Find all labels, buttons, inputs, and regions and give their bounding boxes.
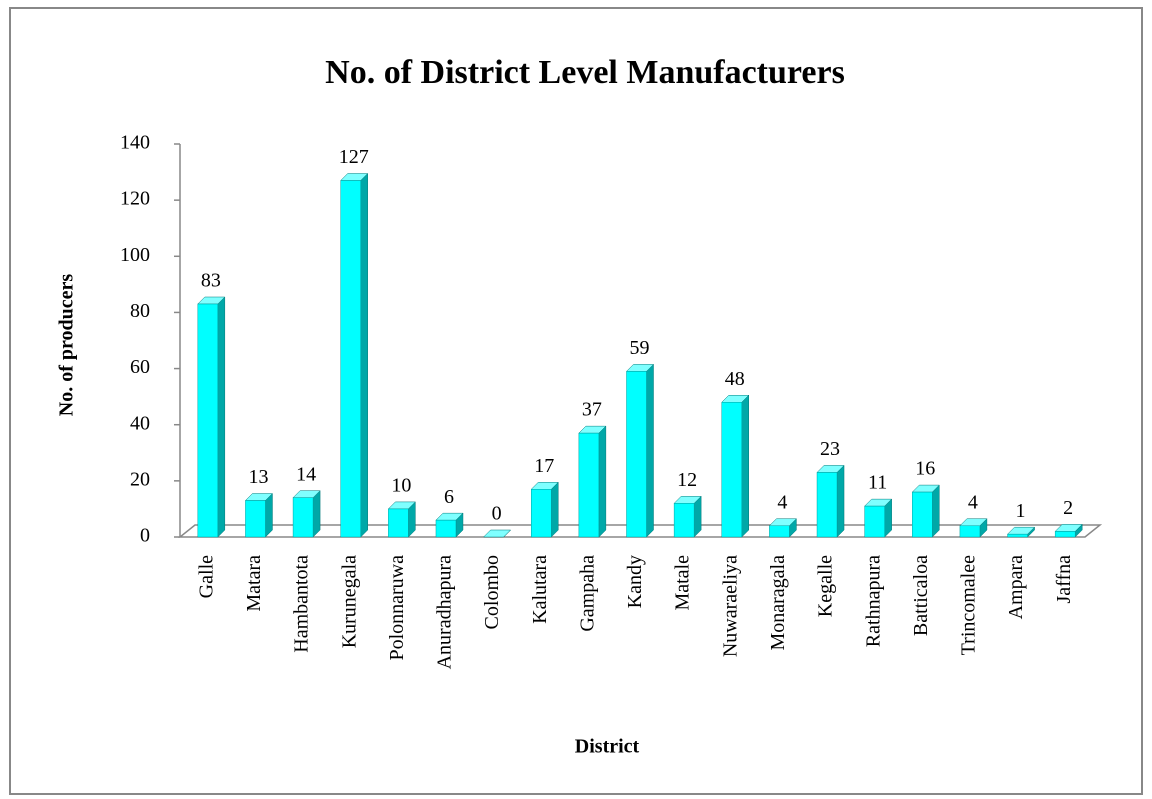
bar-front <box>769 525 790 538</box>
x-tick-label: Rathnapura <box>862 555 884 647</box>
bar-front <box>245 500 266 538</box>
data-label: 59 <box>630 337 650 359</box>
data-label: 14 <box>296 463 316 485</box>
x-tick-label: Hambantota <box>291 555 313 653</box>
x-tick-label: Kandy <box>624 555 646 608</box>
y-tick-label: 20 <box>130 468 150 490</box>
data-label: 23 <box>820 438 840 460</box>
y-tick-label: 100 <box>120 244 150 266</box>
bar <box>864 498 893 538</box>
bar-front <box>340 180 361 538</box>
y-tick-label: 60 <box>130 356 150 378</box>
bar-side <box>550 481 559 538</box>
bar-front <box>673 503 695 538</box>
bar <box>197 296 226 538</box>
data-label: 6 <box>444 486 454 508</box>
data-label: 1 <box>1016 500 1026 522</box>
x-tick-label: Kegalle <box>815 555 837 617</box>
x-tick-label: Monaragala <box>767 555 789 651</box>
x-tick-label: Nuwaraeliya <box>719 555 741 657</box>
bar-side <box>598 425 607 538</box>
bar <box>578 425 607 538</box>
x-tick-label: Galle <box>195 555 217 598</box>
bar-front <box>816 472 838 538</box>
x-tick-label: Gampaha <box>576 555 598 632</box>
bar-front <box>912 491 933 538</box>
bar-front <box>388 508 409 538</box>
bar <box>721 394 750 538</box>
data-label: 11 <box>868 472 887 494</box>
bar <box>387 501 416 538</box>
x-tick-label: Ampara <box>1005 555 1027 620</box>
x-tick-label: Anuradhapura <box>434 555 456 670</box>
chart-title: No. of District Level Manufacturers <box>325 54 845 91</box>
data-label: 4 <box>968 491 978 513</box>
bar <box>768 518 797 538</box>
y-tick-label: 120 <box>120 188 150 210</box>
bar-front <box>292 497 314 538</box>
y-tick-label: 80 <box>130 300 150 322</box>
x-tick-label: Trincomalee <box>958 555 980 655</box>
bar <box>673 495 702 538</box>
bar <box>292 490 321 538</box>
x-tick-label: Polonnaruwa <box>386 555 408 661</box>
bar-side <box>646 363 654 538</box>
data-label: 0 <box>492 503 502 525</box>
bar-front <box>626 371 647 538</box>
x-tick-label: Kalutara <box>529 555 551 624</box>
bar-front <box>721 402 743 538</box>
bar-top <box>483 529 512 538</box>
bar-front <box>435 519 457 538</box>
bar <box>625 363 655 538</box>
y-tick-label: 40 <box>130 412 150 434</box>
x-axis-title: District <box>575 736 640 758</box>
bar-front <box>864 505 885 538</box>
bar-front <box>959 525 981 538</box>
bar-side <box>360 172 368 538</box>
bar <box>435 512 464 538</box>
x-tick-label: Matara <box>243 555 265 612</box>
data-label: 127 <box>339 146 369 168</box>
bar <box>911 484 940 538</box>
x-tick-label: Colombo <box>481 555 503 629</box>
bar-front <box>1007 533 1028 538</box>
bar <box>816 464 845 538</box>
bar-front <box>578 432 600 538</box>
bar-side <box>932 484 940 538</box>
data-label: 17 <box>534 455 554 477</box>
y-axis-title: No. of producers <box>56 274 78 417</box>
x-tick-label: Batticaloa <box>910 555 932 636</box>
bar-side <box>217 296 226 538</box>
bar <box>959 518 988 538</box>
bar <box>1006 526 1036 538</box>
data-label: 83 <box>201 270 221 292</box>
bar-side <box>312 490 321 538</box>
bar <box>1054 523 1083 538</box>
x-tick-label: Jaffna <box>1053 555 1075 604</box>
bar <box>244 492 274 538</box>
bar-side <box>265 492 273 538</box>
bar-side <box>741 394 750 538</box>
y-tick-label: 140 <box>120 132 150 154</box>
bar-front <box>1054 531 1076 538</box>
bar <box>340 172 369 538</box>
data-label: 10 <box>391 475 411 497</box>
y-tick-label: 0 <box>140 525 150 547</box>
x-tick-label: Kurunegala <box>338 555 360 648</box>
data-label: 37 <box>582 399 602 421</box>
data-label: 48 <box>725 368 745 390</box>
data-label: 4 <box>777 491 787 513</box>
bar <box>530 481 559 538</box>
bar <box>483 529 512 538</box>
data-label: 13 <box>248 466 268 488</box>
data-label: 12 <box>677 469 697 491</box>
data-label: 16 <box>915 458 935 480</box>
data-label: 2 <box>1063 497 1073 519</box>
bar-front <box>530 489 552 538</box>
bar-front <box>197 303 219 538</box>
x-tick-label: Matale <box>672 555 694 611</box>
bar-side <box>836 464 845 538</box>
